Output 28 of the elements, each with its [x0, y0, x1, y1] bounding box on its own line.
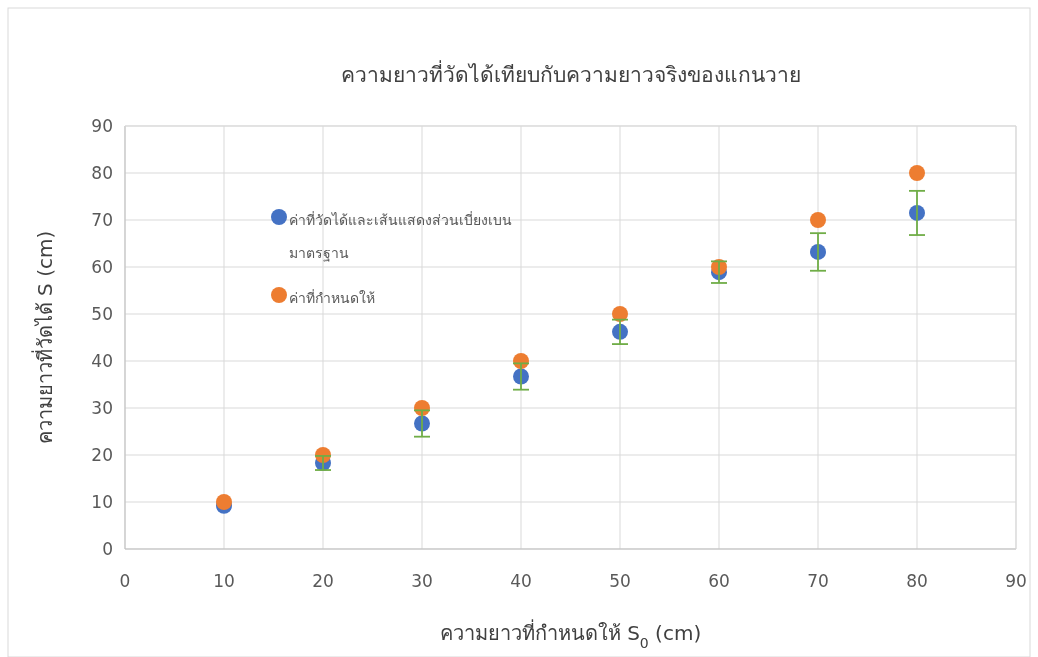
y-axis-title: ความยาวที่วัดได้ S (cm) — [31, 230, 57, 445]
x-tick-label: 80 — [906, 571, 928, 591]
point — [810, 212, 826, 228]
y-tick-label: 50 — [91, 304, 113, 324]
y-tick-label: 30 — [91, 398, 113, 418]
y-tick-label: 40 — [91, 351, 113, 371]
x-tick-label: 70 — [807, 571, 829, 591]
y-tick-label: 80 — [91, 163, 113, 183]
chart-title: ความยาวที่วัดได้เทียบกับความยาวจริงของแกนวาย — [340, 60, 801, 87]
y-tick-label: 90 — [91, 116, 113, 136]
x-tick-label: 40 — [510, 571, 532, 591]
x-tick-label: 90 — [1005, 571, 1027, 591]
y-tick-label: 20 — [91, 445, 113, 465]
x-axis-title: ความยาวที่กำหนดให้ S$_{0}$ (cm) — [439, 619, 702, 651]
y-tick-label: 70 — [91, 210, 113, 230]
legend-label: ค่าที่กำหนดให้ — [289, 288, 376, 308]
x-tick-label: 10 — [213, 571, 235, 591]
x-tick-label: 20 — [312, 571, 334, 591]
point — [216, 494, 232, 510]
x-tick-label: 30 — [411, 571, 433, 591]
y-tick-label: 60 — [91, 257, 113, 277]
y-tick-label: 0 — [102, 539, 113, 559]
x-tick-label: 50 — [609, 571, 631, 591]
y-tick-label: 10 — [91, 492, 113, 512]
x-tick-label: 60 — [708, 571, 730, 591]
text: ค่าที่วัดได้และเส้นแสดงส่วนเบี่ยงเบนมาตรฐาน — [289, 212, 512, 261]
x-tick-label: 0 — [119, 571, 131, 591]
point — [909, 165, 925, 181]
